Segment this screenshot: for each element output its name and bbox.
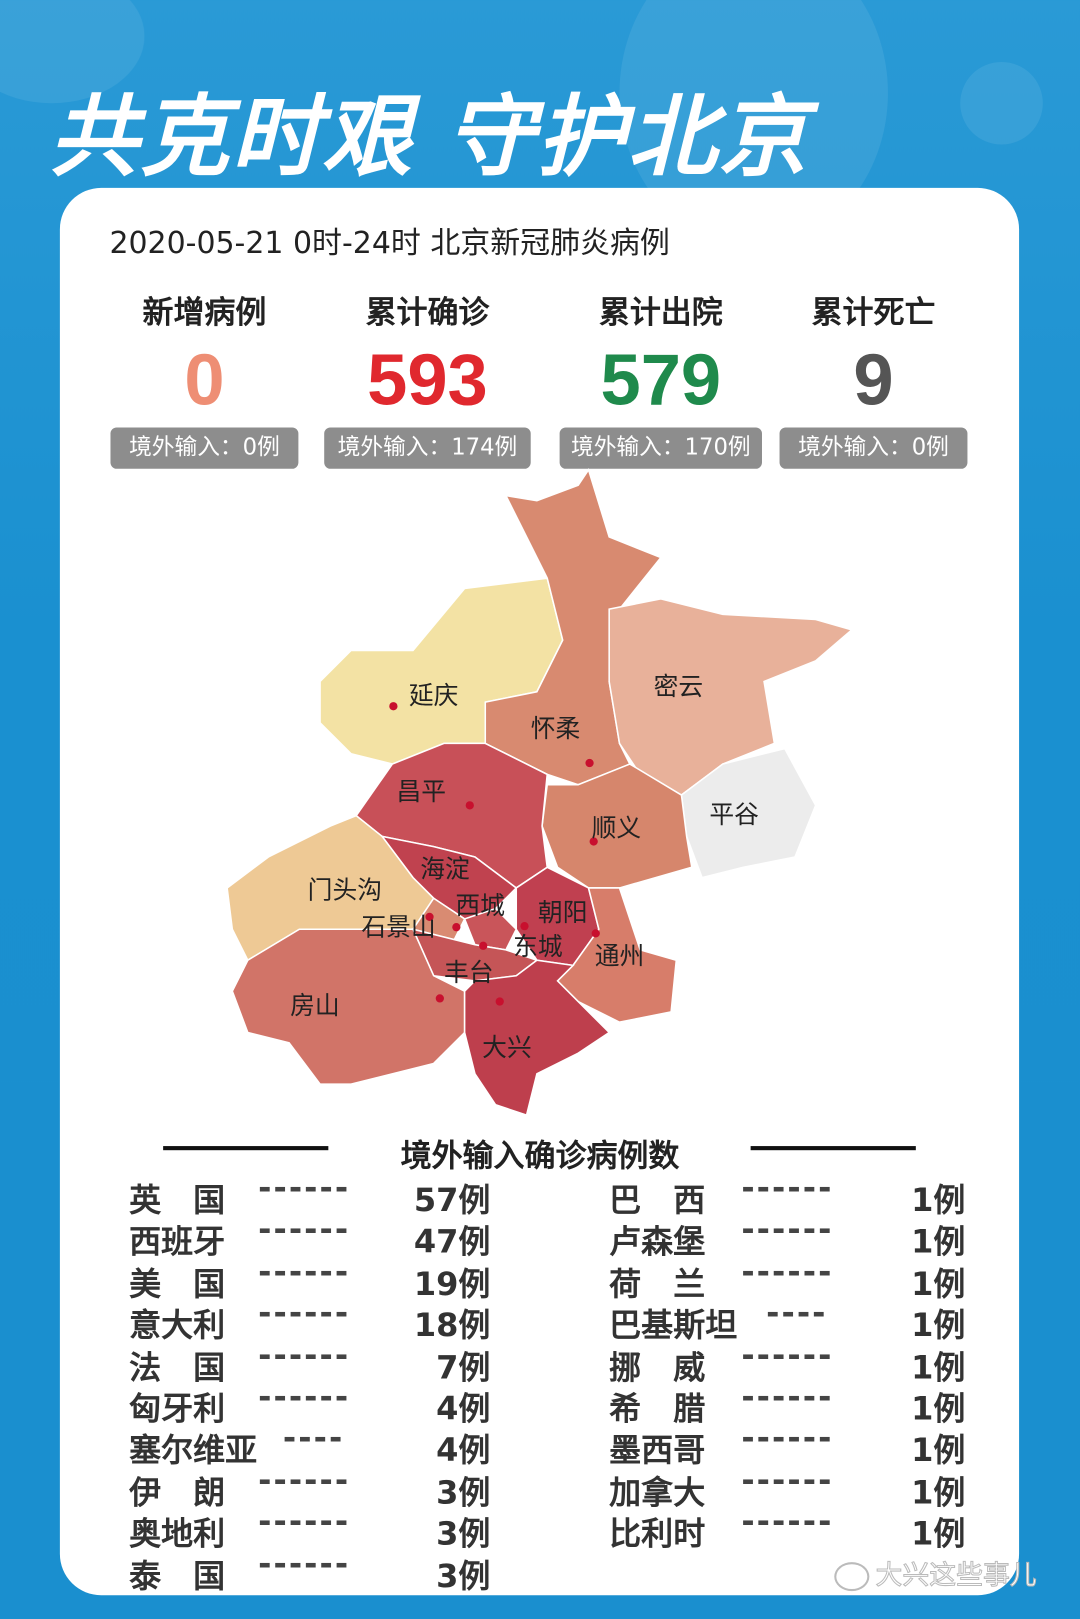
dash-leader: ------ — [258, 1294, 351, 1333]
stat-total-confirmed: 累计确诊 593 境外输入：174例 — [324, 287, 531, 469]
case-count: 3例 — [436, 1474, 491, 1512]
watermark: 大兴这些事儿 — [834, 1554, 1037, 1592]
case-count: 1例 — [911, 1182, 966, 1220]
district-shunyi[interactable] — [541, 763, 693, 889]
dash-leader: ------ — [741, 1378, 834, 1416]
case-count: 19例 — [413, 1265, 491, 1303]
dash-leader: ------ — [741, 1169, 834, 1207]
imported-badge: 境外输入：170例 — [559, 427, 762, 469]
country-name: 挪 威 — [609, 1349, 706, 1387]
stat-label: 新增病例 — [142, 295, 267, 332]
case-count: 3例 — [436, 1515, 491, 1554]
country-name: 匈牙利 — [129, 1390, 226, 1428]
country-name: 泰 国 — [129, 1557, 226, 1595]
country-name: 卢森堡 — [609, 1223, 706, 1262]
dash-leader: ---- — [766, 1294, 828, 1333]
case-count: 3例 — [436, 1557, 491, 1595]
stat-label: 累计出院 — [598, 295, 723, 332]
case-count: 1例 — [911, 1307, 966, 1345]
stat-total-deaths: 累计死亡 9 境外输入：0例 — [770, 287, 977, 469]
case-count: 1例 — [911, 1432, 966, 1470]
stat-value: 593 — [367, 339, 488, 421]
stat-label: 累计确诊 — [365, 295, 490, 332]
country-name: 英 国 — [129, 1182, 226, 1220]
case-count: 7例 — [436, 1349, 491, 1387]
country-name: 加拿大 — [609, 1474, 706, 1512]
dash-leader: ------ — [741, 1211, 834, 1249]
district-tongzhou[interactable] — [556, 887, 678, 1023]
stat-label: 累计死亡 — [811, 295, 936, 332]
country-name: 荷 兰 — [609, 1265, 706, 1303]
case-count: 1例 — [911, 1223, 966, 1262]
dash-leader: ------ — [258, 1503, 351, 1541]
case-count: 1例 — [911, 1265, 966, 1303]
imported-badge: 境外输入：0例 — [110, 427, 299, 469]
case-count: 4例 — [436, 1432, 491, 1470]
country-name: 奥地利 — [129, 1515, 226, 1554]
dash-leader: ------ — [258, 1336, 351, 1374]
district-xicheng-dongcheng[interactable] — [463, 907, 518, 951]
dash-leader: ------ — [258, 1169, 351, 1207]
headline: 共克时艰 守护北京 — [49, 85, 810, 189]
country-name: 意大利 — [129, 1307, 226, 1345]
district-fangshan[interactable] — [231, 928, 466, 1085]
divider-line — [163, 1146, 329, 1151]
dash-leader: ------ — [258, 1545, 351, 1583]
stat-value: 0 — [184, 339, 225, 421]
country-name: 墨西哥 — [609, 1432, 706, 1470]
imported-badge: 境外输入：0例 — [779, 427, 968, 469]
case-count: 47例 — [413, 1223, 491, 1262]
imported-list-title: 境外输入确诊病例数 — [400, 1138, 680, 1175]
watermark-text: 大兴这些事儿 — [875, 1560, 1037, 1592]
imported-badge: 境外输入：174例 — [324, 427, 531, 469]
country-name: 巴 西 — [609, 1182, 706, 1220]
dash-leader: ---- — [282, 1420, 345, 1458]
country-name: 比利时 — [609, 1515, 706, 1554]
dash-leader: ------ — [741, 1461, 834, 1499]
country-name: 法 国 — [129, 1349, 226, 1387]
case-count: 1例 — [911, 1474, 966, 1512]
case-count: 4例 — [436, 1390, 491, 1428]
dash-leader: ------ — [741, 1420, 834, 1458]
case-count: 57例 — [413, 1182, 491, 1220]
dash-leader: ------ — [258, 1253, 351, 1291]
wechat-icon — [834, 1561, 870, 1591]
dash-leader: ------ — [741, 1503, 834, 1541]
country-name: 巴基斯坦 — [609, 1307, 738, 1345]
case-count: 18例 — [413, 1307, 491, 1345]
country-name: 西班牙 — [129, 1223, 226, 1262]
case-count: 1例 — [911, 1349, 966, 1387]
country-name: 美 国 — [129, 1265, 226, 1303]
stat-value: 9 — [853, 339, 894, 421]
dash-leader: ------ — [258, 1461, 351, 1499]
dash-leader: ------ — [741, 1253, 834, 1291]
district-pinggu[interactable] — [680, 747, 817, 879]
country-name: 伊 朗 — [129, 1474, 226, 1512]
dash-leader: ------ — [741, 1336, 834, 1374]
case-count: 1例 — [911, 1390, 966, 1428]
country-name: 希 腊 — [609, 1390, 706, 1428]
case-count: 1例 — [911, 1515, 966, 1554]
stat-value: 579 — [600, 339, 722, 421]
stat-total-discharged: 累计出院 579 境外输入：170例 — [558, 287, 765, 469]
report-subtitle: 2020-05-21 0时-24时 北京新冠肺炎病例 — [109, 225, 670, 261]
divider-line — [750, 1146, 916, 1151]
stat-new-cases: 新增病例 0 境外输入：0例 — [101, 287, 308, 469]
virus-decoration — [960, 61, 1043, 145]
dash-leader: ------ — [258, 1378, 351, 1416]
country-name: 塞尔维亚 — [129, 1432, 258, 1470]
dash-leader: ------ — [258, 1211, 351, 1249]
district-miyun[interactable] — [608, 598, 854, 796]
